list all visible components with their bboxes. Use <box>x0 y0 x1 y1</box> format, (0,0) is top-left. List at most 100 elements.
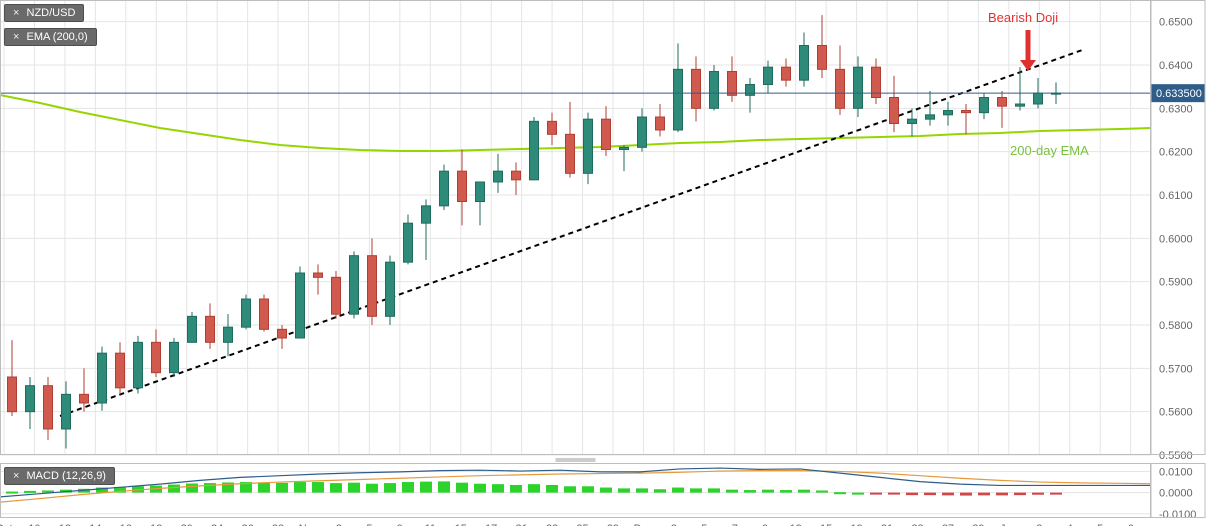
candle-body[interactable] <box>620 147 629 149</box>
candle-body[interactable] <box>836 69 845 108</box>
macd-hist-bar <box>834 492 846 494</box>
candle-body[interactable] <box>116 353 125 388</box>
candle-body[interactable] <box>296 273 305 338</box>
candle-body[interactable] <box>170 342 179 372</box>
macd-hist-bar <box>24 491 36 493</box>
candle-body[interactable] <box>908 119 917 123</box>
candle-body[interactable] <box>692 69 701 108</box>
candle-body[interactable] <box>26 386 35 412</box>
candle-body[interactable] <box>1016 104 1025 106</box>
macd-tag[interactable]: × MACD (12,26,9) <box>4 467 115 485</box>
candle-body[interactable] <box>782 67 791 80</box>
candle-body[interactable] <box>404 223 413 262</box>
macd-hist-bar <box>906 493 918 496</box>
macd-hist-bar <box>978 493 990 496</box>
y-tick-label: 0.6500 <box>1159 17 1193 29</box>
macd-hist-bar <box>492 484 504 492</box>
pair-label: NZD/USD <box>27 7 76 19</box>
y-tick-label: 0.5900 <box>1159 277 1193 289</box>
macd-hist-bar <box>924 493 936 496</box>
macd-hist-bar <box>798 490 810 493</box>
price-panel[interactable]: 0.55000.56000.57000.58000.59000.60000.61… <box>0 0 1205 462</box>
candle-body[interactable] <box>530 121 539 180</box>
candle-body[interactable] <box>890 98 899 124</box>
price-label: 0.633500 <box>1156 88 1202 100</box>
candle-body[interactable] <box>854 67 863 108</box>
candle-body[interactable] <box>818 46 827 70</box>
candle-body[interactable] <box>422 206 431 223</box>
macd-hist-bar <box>366 484 378 493</box>
candle-body[interactable] <box>548 121 557 134</box>
chart-svg[interactable]: 0.55000.56000.57000.58000.59000.60000.61… <box>0 0 1207 526</box>
y-tick-label: 0.6300 <box>1159 103 1193 115</box>
candle-body[interactable] <box>44 386 53 429</box>
candle-body[interactable] <box>278 329 287 338</box>
macd-y-tick: 0.0100 <box>1159 466 1193 478</box>
ema-annotation: 200-day EMA <box>1010 143 1089 158</box>
candle-body[interactable] <box>1034 93 1043 104</box>
macd-hist-bar <box>852 493 864 495</box>
candle-body[interactable] <box>944 111 953 115</box>
candle-body[interactable] <box>242 299 251 327</box>
candle-body[interactable] <box>674 69 683 130</box>
candle-body[interactable] <box>152 342 161 372</box>
candle-body[interactable] <box>440 171 449 206</box>
candle-body[interactable] <box>566 134 575 173</box>
candle-body[interactable] <box>494 171 503 182</box>
candle-body[interactable] <box>926 115 935 119</box>
macd-hist-bar <box>1032 493 1044 495</box>
candle-body[interactable] <box>314 273 323 277</box>
candle-body[interactable] <box>584 119 593 173</box>
macd-hist-bar <box>168 485 180 493</box>
y-tick-label: 0.6200 <box>1159 147 1193 159</box>
candle-body[interactable] <box>332 277 341 314</box>
close-icon[interactable]: × <box>13 31 19 43</box>
candle-body[interactable] <box>188 316 197 342</box>
candle-body[interactable] <box>512 171 521 180</box>
candle-body[interactable] <box>8 377 17 412</box>
macd-hist-bar <box>636 488 648 492</box>
macd-y-tick: -0.0100 <box>1159 509 1196 521</box>
y-tick-label: 0.6400 <box>1159 60 1193 72</box>
macd-hist-bar <box>276 483 288 493</box>
candle-body[interactable] <box>368 256 377 317</box>
bearish-doji-label: Bearish Doji <box>988 10 1058 25</box>
candle-body[interactable] <box>476 182 485 202</box>
macd-hist-bar <box>258 482 270 492</box>
candle-body[interactable] <box>80 394 89 403</box>
macd-hist-bar <box>708 488 720 492</box>
close-icon[interactable]: × <box>13 470 19 482</box>
candle-body[interactable] <box>800 46 809 81</box>
macd-hist-bar <box>960 493 972 496</box>
macd-hist-bar <box>1014 493 1026 496</box>
candle-body[interactable] <box>134 342 143 388</box>
candle-body[interactable] <box>710 72 719 109</box>
candle-body[interactable] <box>602 119 611 149</box>
candle-body[interactable] <box>224 327 233 342</box>
macd-panel[interactable]: -0.01000.00000.0100 <box>0 463 1205 521</box>
macd-hist-bar <box>564 486 576 492</box>
candle-body[interactable] <box>728 72 737 96</box>
close-icon[interactable]: × <box>13 7 19 19</box>
candle-body[interactable] <box>386 262 395 316</box>
macd-hist-bar <box>546 485 558 493</box>
candle-body[interactable] <box>260 299 269 329</box>
candle-body[interactable] <box>350 256 359 315</box>
macd-hist-bar <box>474 484 486 493</box>
y-tick-label: 0.5800 <box>1159 320 1193 332</box>
candle-body[interactable] <box>98 353 107 403</box>
candle-body[interactable] <box>980 98 989 113</box>
ema-tag[interactable]: × EMA (200,0) <box>4 28 97 46</box>
macd-hist-bar <box>510 485 522 493</box>
candle-body[interactable] <box>746 85 755 96</box>
y-tick-label: 0.5500 <box>1159 450 1193 462</box>
candle-body[interactable] <box>638 117 647 147</box>
candle-body[interactable] <box>62 394 71 429</box>
pair-tag[interactable]: × NZD/USD <box>4 4 84 22</box>
candle-body[interactable] <box>656 117 665 130</box>
candle-body[interactable] <box>764 67 773 84</box>
candle-body[interactable] <box>962 111 971 113</box>
candle-body[interactable] <box>206 316 215 342</box>
candle-body[interactable] <box>458 171 467 201</box>
candle-body[interactable] <box>998 98 1007 107</box>
